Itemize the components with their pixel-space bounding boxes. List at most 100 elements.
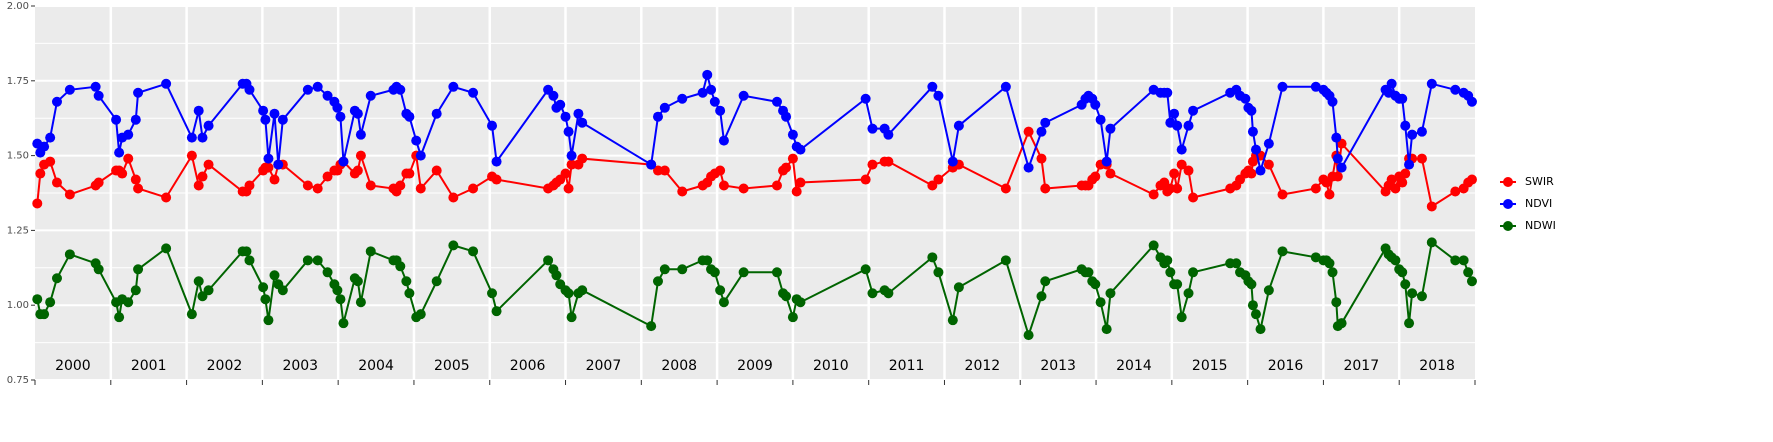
data-point — [1183, 288, 1194, 299]
x-tick-label: 2010 — [813, 358, 849, 374]
data-point — [563, 183, 574, 194]
data-point — [322, 267, 333, 278]
x-tick-label: 2005 — [434, 358, 470, 374]
data-point — [1023, 126, 1034, 137]
data-point — [1255, 324, 1266, 335]
data-point — [1331, 132, 1342, 143]
data-point — [1148, 240, 1159, 251]
data-point — [1255, 165, 1266, 176]
data-point — [883, 156, 894, 167]
data-point — [659, 264, 670, 275]
x-tick-label: 2015 — [1192, 358, 1228, 374]
data-point — [1188, 267, 1199, 278]
legend-marker — [1503, 199, 1513, 209]
data-point — [709, 96, 720, 107]
data-point — [1148, 189, 1159, 200]
data-point — [352, 165, 363, 176]
data-point — [277, 114, 288, 125]
data-point — [193, 276, 204, 287]
data-point — [1458, 255, 1469, 266]
data-point — [1023, 162, 1034, 173]
data-point — [933, 174, 944, 185]
data-point — [114, 147, 125, 158]
data-point — [1000, 81, 1011, 92]
data-point — [111, 114, 122, 125]
data-point — [161, 78, 172, 89]
data-point — [203, 120, 214, 131]
x-tick-label: 2000 — [55, 358, 91, 374]
data-point — [1172, 120, 1183, 131]
data-point — [1426, 237, 1437, 248]
data-point — [795, 144, 806, 155]
x-tick-label: 2008 — [661, 358, 697, 374]
data-point — [404, 111, 415, 122]
data-point — [791, 186, 802, 197]
data-point — [1090, 99, 1101, 110]
data-point — [487, 288, 498, 299]
data-point — [312, 255, 323, 266]
data-point — [491, 306, 502, 317]
data-point — [32, 294, 43, 305]
data-point — [1090, 279, 1101, 290]
data-point — [355, 129, 366, 140]
data-point — [51, 96, 62, 107]
data-point — [1407, 288, 1418, 299]
data-point — [302, 255, 313, 266]
data-point — [431, 108, 442, 119]
data-point — [1390, 255, 1401, 266]
data-point — [161, 243, 172, 254]
data-point — [415, 309, 426, 320]
data-point — [338, 156, 349, 167]
data-point — [953, 120, 964, 131]
data-point — [1263, 285, 1274, 296]
legend-label: SWIR — [1525, 175, 1554, 188]
data-point — [646, 321, 657, 332]
data-point — [1231, 258, 1242, 269]
data-point — [193, 180, 204, 191]
data-point — [1169, 168, 1180, 179]
data-point — [186, 309, 197, 320]
data-point — [1336, 318, 1347, 329]
data-point — [197, 132, 208, 143]
x-tick-label: 2016 — [1268, 358, 1304, 374]
data-point — [573, 108, 584, 119]
data-point — [260, 114, 271, 125]
data-point — [1040, 183, 1051, 194]
data-point — [93, 90, 104, 101]
data-point — [771, 267, 782, 278]
x-tick-label: 2003 — [282, 358, 318, 374]
data-point — [543, 255, 554, 266]
data-point — [566, 312, 577, 323]
data-point — [1466, 96, 1477, 107]
data-point — [263, 162, 274, 173]
data-point — [491, 174, 502, 185]
data-point — [1310, 252, 1321, 263]
data-point — [1332, 153, 1343, 164]
data-point — [186, 132, 197, 143]
data-point — [197, 171, 208, 182]
data-point — [193, 105, 204, 116]
data-point — [1095, 297, 1106, 308]
data-point — [269, 174, 280, 185]
data-point — [1250, 144, 1261, 155]
y-tick-label: 1.00 — [7, 300, 29, 311]
data-point — [860, 93, 871, 104]
data-point — [365, 180, 376, 191]
data-point — [646, 159, 657, 170]
data-point — [551, 270, 562, 281]
data-point — [1105, 288, 1116, 299]
data-point — [677, 186, 688, 197]
data-point — [355, 150, 366, 161]
data-point — [1400, 279, 1411, 290]
data-point — [448, 192, 459, 203]
data-point — [1162, 87, 1173, 98]
data-point — [1250, 309, 1261, 320]
data-point — [411, 135, 422, 146]
data-point — [1105, 168, 1116, 179]
data-point — [715, 285, 726, 296]
data-point — [332, 285, 343, 296]
data-point — [718, 180, 729, 191]
data-point — [1036, 126, 1047, 137]
data-point — [771, 96, 782, 107]
data-point — [269, 270, 280, 281]
